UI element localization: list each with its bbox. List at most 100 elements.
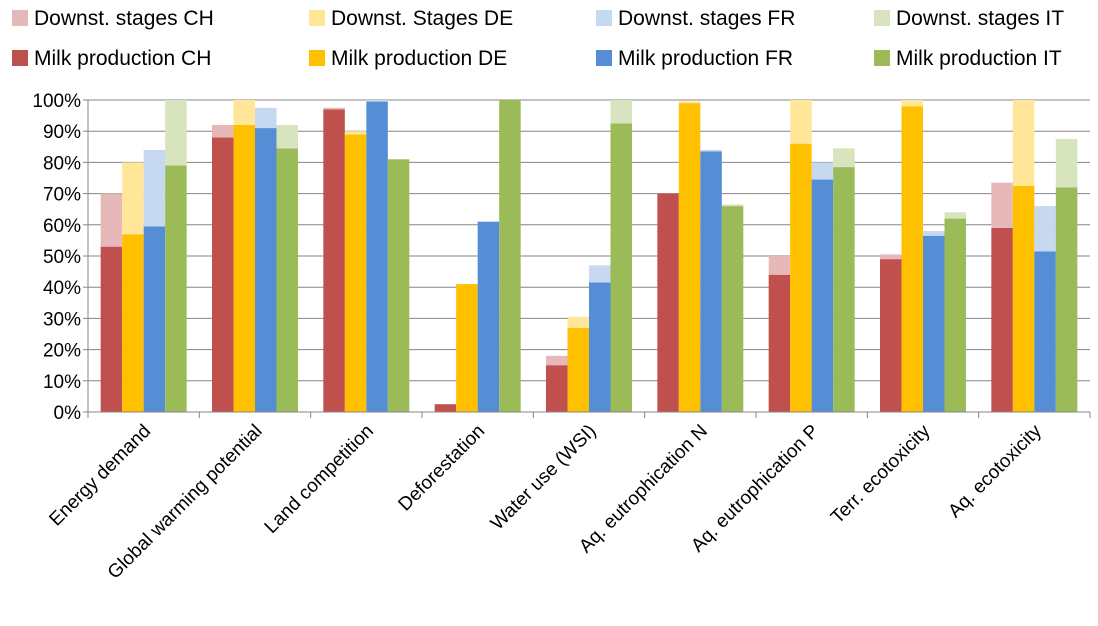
bar-milk-production-de bbox=[233, 124, 255, 413]
legend: Downst. stages CH Downst. Stages DE Downst… bbox=[12, 7, 1064, 70]
legend-swatch bbox=[874, 50, 890, 66]
bar-downstream-stages-ch bbox=[212, 124, 234, 138]
y-tick-label: 0% bbox=[54, 403, 82, 424]
bar-milk-production-it bbox=[944, 218, 966, 412]
bar-milk-production-fr bbox=[477, 221, 500, 412]
bar-milk-production-ch bbox=[657, 193, 679, 412]
y-axis-ticks: 0% 10% 20% 30% 40% 50% 60% 70% 80% 90% 100% bbox=[32, 91, 88, 424]
bar-downstream-stages-ch bbox=[323, 107, 345, 110]
bar-milk-production-de bbox=[344, 134, 367, 412]
legend-swatch bbox=[309, 50, 325, 66]
bar-downstream-stages-fr bbox=[700, 149, 722, 152]
bar-downstream-stages-it bbox=[833, 148, 855, 168]
bar-downstream-stages-it bbox=[610, 100, 632, 124]
legend-label: Milk production FR bbox=[618, 47, 793, 70]
y-tick-label: 50% bbox=[43, 247, 81, 268]
x-category-label: Deforestation bbox=[394, 421, 489, 516]
bar-downstream-stages-de bbox=[678, 101, 701, 104]
y-tick-label: 10% bbox=[43, 372, 81, 393]
bar-downstream-stages-de bbox=[901, 100, 923, 107]
bar-milk-production-fr bbox=[923, 235, 945, 412]
bar-downstream-stages-de bbox=[1012, 100, 1035, 186]
legend-item: Milk production DE bbox=[309, 47, 507, 70]
y-tick-label: 30% bbox=[43, 309, 81, 330]
legend-item: Downst. stages CH bbox=[12, 7, 214, 30]
bar-milk-production-de bbox=[456, 284, 478, 412]
bar-downstream-stages-fr bbox=[923, 231, 945, 236]
bar-milk-production-fr bbox=[589, 282, 611, 412]
bar-milk-production-ch bbox=[991, 227, 1013, 412]
legend-swatch bbox=[874, 10, 890, 26]
bar-milk-production-ch bbox=[546, 365, 568, 412]
bar-milk-production-de bbox=[678, 103, 701, 413]
legend-label: Downst. Stages DE bbox=[331, 7, 513, 30]
bar-milk-production-it bbox=[165, 165, 187, 412]
bar-downstream-stages-it bbox=[1055, 139, 1078, 188]
bar-milk-production-it bbox=[721, 206, 744, 412]
x-category-label: Aq. ecotoxicity bbox=[944, 420, 1046, 522]
x-category-label: Terr. ecotoxicity bbox=[827, 420, 935, 528]
y-tick-label: 80% bbox=[43, 153, 81, 174]
bar-downstream-stages-ch bbox=[768, 256, 791, 275]
bar-milk-production-de bbox=[901, 106, 923, 413]
legend-item: Milk production FR bbox=[596, 47, 793, 70]
x-category-label: Energy demand bbox=[45, 421, 155, 531]
bar-downstream-stages-ch bbox=[100, 193, 123, 247]
bar-downstream-stages-it bbox=[276, 124, 298, 149]
bar-milk-production-ch bbox=[212, 137, 234, 412]
bar-downstream-stages-fr bbox=[366, 100, 388, 102]
bar-downstream-stages-de bbox=[567, 316, 589, 328]
legend-item: Milk production IT bbox=[874, 47, 1062, 70]
legend-swatch bbox=[596, 50, 612, 66]
bar-milk-production-de bbox=[567, 327, 589, 412]
legend-item: Downst. stages FR bbox=[596, 7, 795, 30]
y-tick-label: 20% bbox=[43, 341, 81, 362]
legend-swatch bbox=[309, 10, 325, 26]
bar-milk-production-fr bbox=[1034, 251, 1056, 412]
x-category-label: Land competition bbox=[261, 421, 378, 538]
bar-downstream-stages-de bbox=[233, 100, 255, 125]
bar-milk-production-ch bbox=[323, 109, 345, 413]
bar-milk-production-de bbox=[790, 143, 812, 412]
x-category-label: Water use (WSI) bbox=[487, 421, 601, 535]
y-tick-label: 70% bbox=[43, 185, 81, 206]
bar-downstream-stages-de bbox=[122, 162, 144, 235]
bar-milk-production-fr bbox=[366, 101, 388, 412]
bar-milk-production-it bbox=[387, 159, 410, 412]
legend-label: Milk production IT bbox=[896, 47, 1062, 70]
bar-milk-production-it bbox=[833, 167, 855, 412]
y-tick-label: 60% bbox=[43, 216, 81, 237]
bar-downstream-stages-it bbox=[721, 204, 744, 207]
bar-milk-production-it bbox=[610, 123, 632, 413]
bar-downstream-stages-it bbox=[165, 100, 187, 166]
bar-downstream-stages-de bbox=[790, 100, 812, 144]
bar-milk-production-fr bbox=[143, 226, 166, 412]
bar-downstream-stages-ch bbox=[991, 182, 1013, 228]
bar-milk-production-ch bbox=[434, 404, 457, 412]
y-tick-label: 100% bbox=[32, 91, 81, 112]
bar-milk-production-fr bbox=[255, 128, 277, 412]
legend-item: Downst. Stages DE bbox=[309, 7, 513, 30]
y-tick-label: 90% bbox=[43, 122, 81, 143]
bars bbox=[100, 100, 1078, 413]
bar-milk-production-it bbox=[499, 100, 521, 412]
bar-milk-production-de bbox=[122, 234, 144, 412]
bar-milk-production-fr bbox=[811, 179, 834, 412]
legend-label: Downst. stages IT bbox=[896, 7, 1064, 30]
bar-downstream-stages-fr bbox=[811, 162, 834, 180]
bar-downstream-stages-fr bbox=[1034, 206, 1056, 252]
legend-swatch bbox=[596, 10, 612, 26]
bar-milk-production-ch bbox=[768, 274, 791, 412]
bar-downstream-stages-ch bbox=[546, 355, 568, 366]
legend-label: Downst. stages FR bbox=[618, 7, 795, 30]
x-category-label: Aq. eutrophication P bbox=[687, 421, 823, 557]
legend-item: Downst. stages IT bbox=[874, 7, 1064, 30]
bar-downstream-stages-de bbox=[344, 131, 367, 135]
legend-label: Milk production DE bbox=[331, 47, 507, 70]
bar-downstream-stages-ch bbox=[880, 254, 902, 260]
bar-downstream-stages-fr bbox=[255, 107, 277, 129]
bar-milk-production-it bbox=[1055, 187, 1078, 412]
legend-item: Milk production CH bbox=[12, 47, 211, 70]
y-tick-label: 40% bbox=[43, 278, 81, 299]
